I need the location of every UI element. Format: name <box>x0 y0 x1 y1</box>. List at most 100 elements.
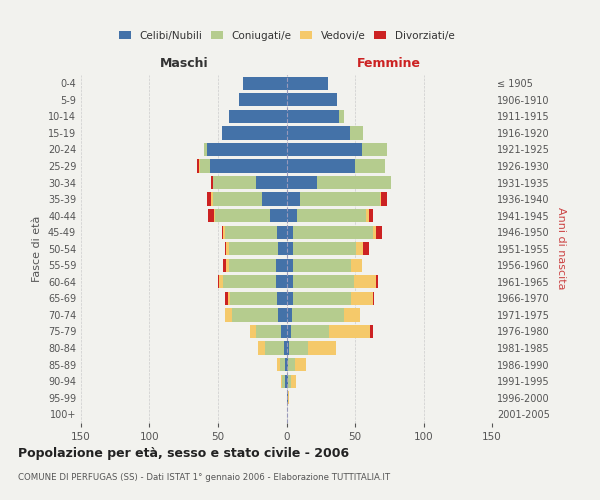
Bar <box>376 226 382 239</box>
Bar <box>212 176 256 189</box>
Bar <box>287 110 338 123</box>
Bar <box>222 126 287 140</box>
Bar <box>225 242 226 256</box>
Bar <box>338 110 344 123</box>
Bar <box>285 358 287 371</box>
Bar <box>225 308 232 322</box>
Bar <box>317 176 391 189</box>
Bar <box>222 226 223 239</box>
Bar <box>362 143 386 156</box>
Bar <box>229 242 278 256</box>
Bar <box>211 176 212 189</box>
Bar <box>281 325 287 338</box>
Bar <box>376 275 378 288</box>
Bar <box>212 192 262 205</box>
Bar <box>300 192 380 205</box>
Bar <box>275 275 287 288</box>
Bar <box>287 93 337 106</box>
Bar <box>287 258 293 272</box>
Bar <box>211 192 212 205</box>
Bar <box>351 258 362 272</box>
Bar <box>250 325 256 338</box>
Bar <box>210 160 287 172</box>
Bar <box>280 358 285 371</box>
Bar <box>287 143 362 156</box>
Bar <box>287 192 300 205</box>
Bar <box>262 192 287 205</box>
Text: COMUNE DI PERFUGAS (SS) - Dati ISTAT 1° gennaio 2006 - Elaborazione TUTTITALIA.I: COMUNE DI PERFUGAS (SS) - Dati ISTAT 1° … <box>18 472 390 482</box>
Bar <box>355 160 385 172</box>
Bar <box>373 226 376 239</box>
Bar <box>353 275 376 288</box>
Bar <box>287 226 293 239</box>
Bar <box>208 209 214 222</box>
Bar <box>287 242 293 256</box>
Bar <box>381 192 386 205</box>
Bar <box>287 160 355 172</box>
Bar <box>229 258 275 272</box>
Bar <box>373 292 374 305</box>
Bar <box>214 209 215 222</box>
Bar <box>380 192 381 205</box>
Bar <box>277 292 287 305</box>
Bar <box>277 226 287 239</box>
Text: Femmine: Femmine <box>357 57 421 70</box>
Bar <box>293 242 356 256</box>
Bar <box>289 342 308 354</box>
Bar <box>225 292 227 305</box>
Bar <box>256 176 287 189</box>
Bar <box>287 292 293 305</box>
Bar <box>215 209 270 222</box>
Bar <box>256 325 281 338</box>
Bar <box>329 325 370 338</box>
Bar <box>275 258 287 272</box>
Bar <box>265 342 284 354</box>
Bar <box>290 374 296 388</box>
Bar <box>270 209 287 222</box>
Bar <box>226 258 229 272</box>
Bar <box>207 143 287 156</box>
Bar <box>287 374 288 388</box>
Bar <box>351 292 373 305</box>
Bar <box>242 76 287 90</box>
Bar <box>225 226 277 239</box>
Bar <box>288 374 290 388</box>
Text: Popolazione per età, sesso e stato civile - 2006: Popolazione per età, sesso e stato civil… <box>18 448 349 460</box>
Bar <box>292 308 344 322</box>
Y-axis label: Anni di nascita: Anni di nascita <box>556 208 566 290</box>
Bar <box>287 76 328 90</box>
Bar <box>293 258 351 272</box>
Bar <box>204 143 207 156</box>
Bar <box>298 209 366 222</box>
Bar <box>363 242 369 256</box>
Bar <box>288 358 295 371</box>
Bar <box>285 374 287 388</box>
Text: Maschi: Maschi <box>160 57 208 70</box>
Bar <box>344 308 361 322</box>
Bar <box>277 358 280 371</box>
Bar <box>232 308 278 322</box>
Bar <box>287 209 298 222</box>
Bar <box>290 325 329 338</box>
Bar <box>258 342 265 354</box>
Bar <box>283 374 285 388</box>
Bar <box>308 342 336 354</box>
Bar <box>288 391 289 404</box>
Bar <box>199 160 200 172</box>
Bar <box>284 342 287 354</box>
Bar <box>229 110 287 123</box>
Bar <box>197 160 199 172</box>
Bar <box>287 391 288 404</box>
Bar <box>223 226 225 239</box>
Bar <box>239 93 287 106</box>
Bar <box>278 308 287 322</box>
Bar <box>356 242 363 256</box>
Bar <box>370 325 373 338</box>
Bar <box>295 358 305 371</box>
Bar <box>366 209 369 222</box>
Bar <box>287 342 289 354</box>
Bar <box>287 126 350 140</box>
Bar <box>287 176 317 189</box>
Bar <box>223 275 275 288</box>
Bar <box>287 325 290 338</box>
